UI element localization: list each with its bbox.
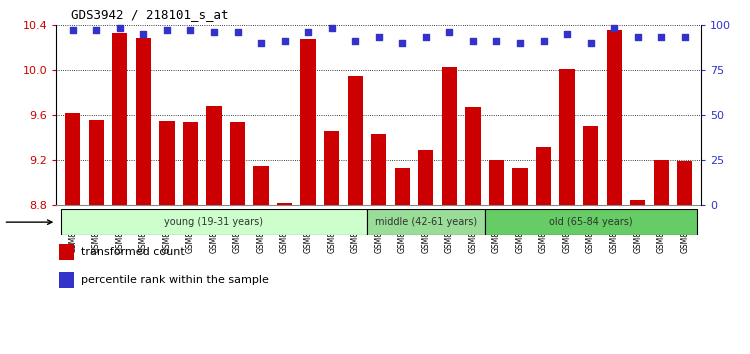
Bar <box>61 209 367 235</box>
Point <box>67 27 79 33</box>
Bar <box>277 203 292 205</box>
Point <box>255 40 267 46</box>
Point <box>538 38 550 44</box>
Bar <box>183 122 198 205</box>
Bar <box>59 272 74 288</box>
Point <box>208 29 220 35</box>
Point <box>326 25 338 31</box>
Text: transformed count: transformed count <box>81 247 184 257</box>
Text: percentile rank within the sample: percentile rank within the sample <box>81 275 268 285</box>
Bar <box>489 160 504 205</box>
Point <box>514 40 526 46</box>
Bar <box>484 209 697 235</box>
Text: GDS3942 / 218101_s_at: GDS3942 / 218101_s_at <box>71 8 229 21</box>
Bar <box>88 120 104 205</box>
Bar <box>465 107 481 205</box>
Bar <box>607 30 622 205</box>
Bar <box>65 113 80 205</box>
Point <box>420 35 432 40</box>
Point <box>608 25 620 31</box>
Bar <box>630 200 645 205</box>
Bar <box>536 147 551 205</box>
Bar <box>419 150 434 205</box>
Text: middle (42-61 years): middle (42-61 years) <box>375 217 477 227</box>
Bar <box>653 160 669 205</box>
Point <box>232 29 244 35</box>
Bar <box>59 244 74 260</box>
Bar <box>583 126 598 205</box>
Point <box>490 38 502 44</box>
Bar <box>442 67 457 205</box>
Bar <box>512 168 528 205</box>
Bar <box>560 69 574 205</box>
Point <box>679 35 691 40</box>
Point <box>114 25 126 31</box>
Point <box>467 38 479 44</box>
Point <box>632 35 644 40</box>
Point <box>656 35 668 40</box>
Bar <box>347 75 363 205</box>
Bar <box>112 33 128 205</box>
Point <box>396 40 408 46</box>
Bar <box>324 131 339 205</box>
Bar <box>367 209 484 235</box>
Text: age: age <box>0 217 52 227</box>
Point <box>278 38 290 44</box>
Bar <box>301 39 316 205</box>
Point <box>161 27 173 33</box>
Point <box>373 35 385 40</box>
Point <box>584 40 596 46</box>
Text: old (65-84 years): old (65-84 years) <box>549 217 632 227</box>
Bar <box>136 38 151 205</box>
Point <box>302 29 314 35</box>
Bar <box>206 106 221 205</box>
Bar <box>371 134 386 205</box>
Point <box>561 31 573 37</box>
Bar <box>254 166 268 205</box>
Point <box>90 27 102 33</box>
Bar <box>230 122 245 205</box>
Bar <box>159 121 175 205</box>
Text: young (19-31 years): young (19-31 years) <box>164 217 263 227</box>
Point <box>184 27 196 33</box>
Point <box>350 38 361 44</box>
Bar <box>394 168 410 205</box>
Bar <box>677 161 692 205</box>
Point <box>443 29 455 35</box>
Point <box>137 31 149 37</box>
